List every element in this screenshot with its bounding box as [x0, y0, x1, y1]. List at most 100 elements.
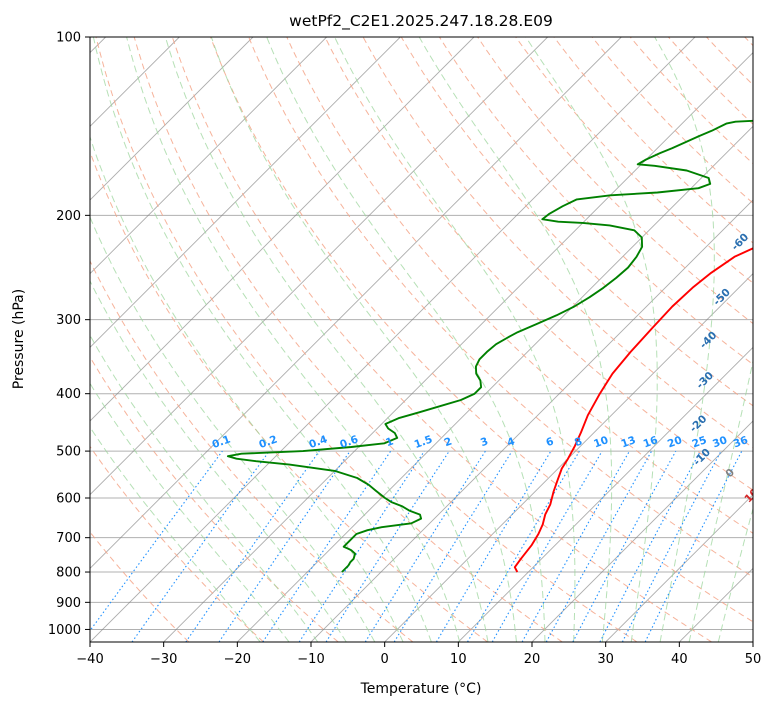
isotherm-line: [90, 37, 696, 642]
mixing-ratio-label: 4: [506, 435, 517, 449]
axis-ticks: −40 −30 −20 −10 0 10 20 30 40 50 1000 900 800 700 600 5…: [48, 31, 761, 668]
mixing-ratio-line: [393, 450, 513, 642]
mixing-ratio-line: [572, 450, 677, 642]
dry-adiabat-line: [248, 37, 753, 578]
x-axis-title: Temperature (°C): [360, 681, 482, 697]
x-tick-label: 30: [597, 652, 614, 667]
x-tick-label: 10: [450, 652, 467, 667]
mixing-ratio-label: 16: [642, 434, 660, 450]
x-tick-label: 40: [671, 652, 688, 667]
mixing-ratio-label: 10: [592, 434, 610, 450]
mixing-ratio-label: 13: [620, 434, 638, 450]
dry-adiabat-line: [90, 445, 264, 642]
mixing-ratio-line: [185, 450, 320, 642]
y-tick-label: 400: [56, 387, 81, 402]
temperature-profile: [513, 247, 753, 573]
mixing-ratio-label: 3: [479, 435, 490, 449]
y-tick-label: 500: [56, 445, 81, 460]
dry-adiabat-line: [90, 356, 339, 642]
moist-adiabat-line: [90, 426, 261, 642]
isotherm-line: [163, 52, 753, 642]
moist-adiabat-line: [266, 37, 546, 642]
dry-adiabat-line: [171, 37, 712, 642]
moist-adiabat-line: [210, 37, 517, 642]
x-tick-label: 50: [745, 652, 762, 667]
x-tick-label: 20: [524, 652, 541, 667]
moist-adiabat-line: [418, 37, 613, 642]
dry-adiabat-line: [515, 37, 753, 284]
mixing-ratio-line: [325, 450, 450, 642]
y-tick-label: 200: [56, 209, 81, 224]
x-tick-label: −40: [76, 652, 103, 667]
moist-adiabat-line: [654, 37, 715, 642]
mixing-ratio-label: 0.6: [338, 433, 360, 451]
isotherm-line: [90, 37, 548, 496]
moist-adiabat-line: [92, 37, 432, 642]
moist-adiabat-label: 10: [742, 486, 761, 505]
y-tick-label: 600: [56, 492, 81, 507]
dry-adiabat-line: [210, 37, 753, 623]
moist-adiabat-label: 20: [751, 515, 770, 534]
mixing-ratio-label: 0.4: [307, 433, 329, 451]
mixing-ratio-line: [644, 450, 743, 642]
mixing-ratio-label: 1: [384, 435, 395, 449]
moist-adiabat-line: [90, 334, 319, 642]
mixing-ratio-line: [545, 450, 653, 642]
isotherm-line: [90, 37, 254, 201]
y-tick-label: 900: [56, 596, 81, 611]
isotherm-line: [237, 125, 753, 642]
isotherm-line: [90, 37, 475, 422]
mixing-ratio-label: 20: [666, 434, 684, 450]
isotherm-line: [458, 346, 753, 642]
plot-frame: [89, 36, 754, 643]
mixing-ratio-label: 0.1: [211, 433, 233, 451]
mixing-ratio-line: [131, 450, 270, 642]
mixing-ratio-label: 0.2: [257, 433, 279, 451]
mixing-ratio-label: 8: [573, 435, 584, 449]
mixing-ratio-label: 1.5: [413, 433, 435, 451]
mixing-ratio-line: [262, 450, 392, 642]
moist-adiabat-line: [164, 37, 489, 642]
y-tick-label: 1000: [48, 623, 81, 638]
mixing-ratio-label: 2: [443, 435, 454, 449]
mixing-ratio-line: [521, 450, 630, 642]
isotherm-line: [90, 37, 401, 348]
moist-adiabat-line: [90, 215, 376, 642]
moist-adiabat-line: [525, 37, 658, 642]
mixing-ratio-label: 30: [711, 434, 729, 450]
mixing-ratio-line: [90, 450, 223, 632]
moist-adiabat-line: [90, 382, 290, 642]
chart-title: wetPf2_C2E1.2025.247.18.28.E09: [289, 12, 553, 31]
dry-adiabat-line: [95, 37, 563, 642]
y-tick-label: 100: [56, 31, 81, 46]
x-tick-label: −20: [224, 652, 251, 667]
x-tick-label: −30: [150, 652, 177, 667]
isotherm-line: [90, 37, 622, 569]
mixing-ratio-label: 6: [544, 435, 555, 449]
isotherm-line: [531, 420, 753, 642]
mixing-ratio-line: [218, 450, 351, 642]
mixing-ratio-label: 25: [691, 434, 709, 450]
dry-adiabat-line: [90, 259, 414, 642]
isotherm-line: [90, 37, 327, 275]
dewpoint-profile: [226, 119, 753, 573]
moist-adiabat-line: [126, 37, 461, 642]
dry-adiabat-line: [133, 37, 638, 642]
dry-adiabat-line: [286, 37, 753, 534]
mixing-ratio-label: 36: [732, 434, 750, 450]
y-axis-title: Pressure (hPa): [11, 289, 27, 389]
y-tick-label: 700: [56, 531, 81, 546]
isotherm-line: [605, 494, 753, 642]
y-tick-label: 800: [56, 566, 81, 581]
dry-adiabat-line: [324, 37, 753, 491]
moist-adiabat-line: [688, 358, 753, 642]
isotherm-line: [384, 273, 753, 642]
y-tick-label: 300: [56, 313, 81, 328]
x-tick-label: −10: [297, 652, 324, 667]
x-tick-label: 0: [381, 652, 389, 667]
sounding-profiles: [226, 119, 753, 573]
moist-adiabat-line: [90, 135, 404, 642]
background-lines: [90, 37, 753, 642]
